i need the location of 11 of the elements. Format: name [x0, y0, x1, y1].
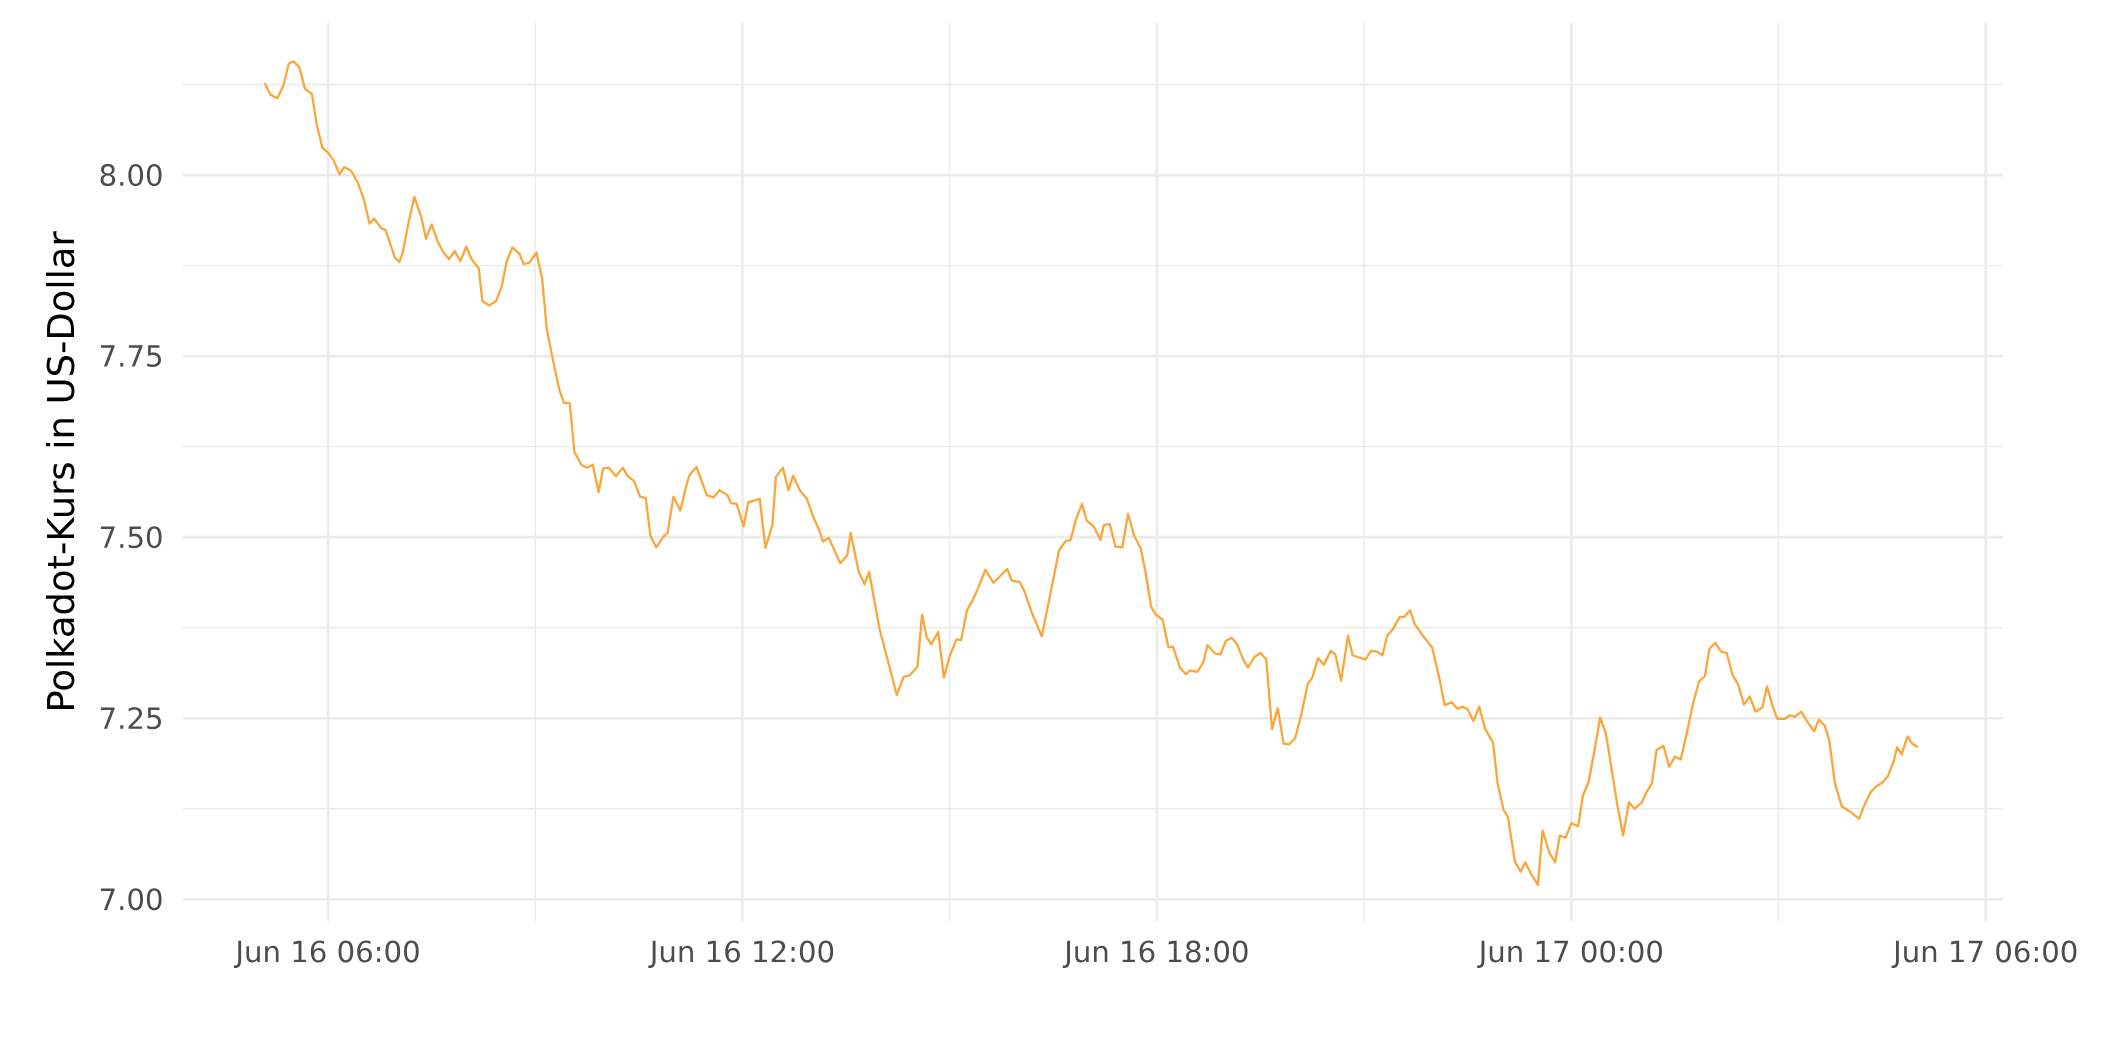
x-tick-label: Jun 16 18:00 — [1062, 940, 1248, 968]
x-tick-label: Jun 17 00:00 — [1477, 940, 1662, 968]
x-tick-label: Jun 17 06:00 — [1891, 940, 2077, 968]
y-tick-label: 7.75 — [100, 345, 161, 367]
y-tick-label: 7.00 — [100, 888, 162, 911]
y-tick-label: 8.00 — [100, 164, 162, 187]
y-tick-label: 7.50 — [100, 526, 162, 549]
x-tick-label: Jun 16 06:00 — [233, 940, 419, 968]
x-tick-label: Jun 16 12:00 — [648, 940, 834, 968]
y-axis-title: Polkadot-Kurs in US-Dollar — [45, 231, 75, 709]
y-tick-label: 7.25 — [100, 707, 161, 730]
